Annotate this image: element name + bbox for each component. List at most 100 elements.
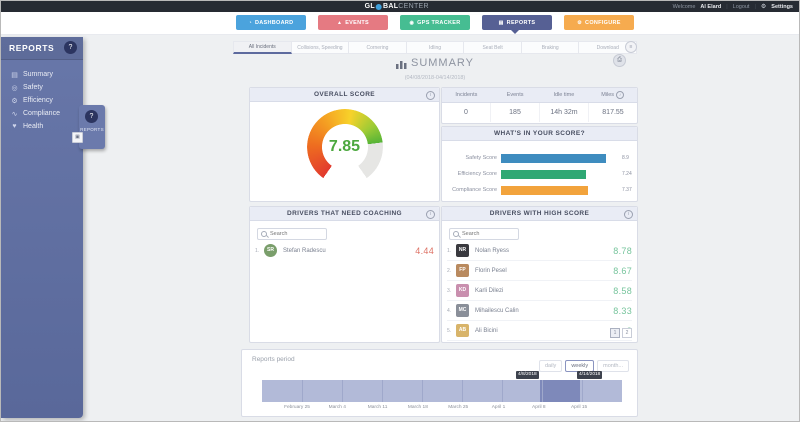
axis-label: April 15 — [570, 405, 588, 410]
coaching-card: DRIVERS THAT NEED COACHING i 1. SR Stefan … — [249, 206, 440, 343]
nav-buttons: ◔ DASHBOARD ▲ EVENTS ◉ GPS TRACKER ▤ REPORTS ⚙ CO… — [236, 15, 634, 30]
driver-score: 8.67 — [613, 265, 632, 276]
reports-period-card: Reports period daily weekly month... 4/8/2… — [241, 349, 638, 417]
bar-label: Efficiency Score — [457, 171, 497, 177]
info-icon[interactable]: i — [624, 210, 633, 219]
driver-index: 1. — [255, 247, 260, 254]
driver-row: 1. NR Nolan Ryess 8.78 — [447, 241, 632, 261]
tab-cornering[interactable]: Cornering — [349, 41, 407, 54]
warning-icon: ▲ — [336, 19, 343, 26]
sidebar-popout[interactable]: ? REPORTS ▣ — [72, 105, 105, 149]
timeline-axis: February 25 March 4 March 11 March 18 March … — [262, 405, 622, 413]
logo-text-pre: GL — [364, 3, 376, 10]
settings-link[interactable]: Settings — [771, 3, 793, 10]
print-button[interactable]: ⎙ — [613, 54, 626, 67]
axis-label: February 25 — [284, 405, 310, 410]
nav-button-dashboard[interactable]: ◔ DASHBOARD — [236, 15, 306, 30]
main-nav-bar: ◔ DASHBOARD ▲ EVENTS ◉ GPS TRACKER ▤ REPORTS ⚙ CO… — [1, 12, 799, 35]
selection-end-tooltip: 4/14/2018 — [577, 371, 603, 379]
search-icon — [261, 231, 267, 237]
info-icon[interactable]: i — [426, 210, 435, 219]
chart-icon: ▤ — [498, 19, 504, 26]
stats-card: Incidents Events Idle time Miles i 0 185 14h 3… — [441, 87, 638, 124]
info-icon[interactable]: i — [426, 91, 435, 100]
tab-seat-belt[interactable]: Seat Belt — [464, 41, 522, 54]
popout-label: REPORTS — [80, 127, 104, 132]
avatar: FP — [456, 264, 469, 277]
sidebar-item-label: Summary — [23, 71, 53, 78]
user-name[interactable]: Al Elard — [700, 3, 722, 10]
tab-collisions-speeding[interactable]: Collisions, Speeding — [291, 41, 350, 54]
timeline-gridline — [462, 380, 463, 402]
score-bar-row-compliance-score: Compliance Score 7.37 — [442, 182, 637, 198]
info-icon[interactable]: i — [616, 91, 625, 99]
tab-menu-button[interactable]: ≡ — [625, 41, 637, 53]
nav-button-gps-tracker[interactable]: ◉ GPS TRACKER — [400, 15, 470, 30]
stats-value-miles: 817.55 — [588, 103, 637, 122]
driver-row: 3. KD Karli Dilezi 8.58 — [447, 281, 632, 301]
driver-row: 1. SR Stefan Radescu 4.44 — [255, 241, 434, 260]
stats-header-row: Incidents Events Idle time Miles i — [442, 88, 637, 103]
bar-track — [501, 169, 619, 179]
driver-name[interactable]: Ali Bicini — [475, 327, 498, 334]
bar-value: 8.9 — [622, 155, 629, 161]
sidebar-help-icon[interactable]: ? — [64, 41, 77, 54]
page-button-2[interactable]: 2 — [622, 328, 632, 338]
tab-all-incidents[interactable]: All Incidents — [233, 41, 292, 54]
search-input[interactable] — [462, 231, 515, 237]
high-score-rows: 1. NR Nolan Ryess 8.78 2. FP Florin Pesel 8.67 3… — [447, 241, 632, 341]
nav-button-configure[interactable]: ⚙ CONFIGURE — [564, 15, 634, 30]
driver-index: 4. — [447, 307, 452, 314]
tab-idling[interactable]: Idling — [406, 41, 465, 54]
page-button-1[interactable]: 1 — [610, 328, 620, 338]
sidebar-item-health[interactable]: ♥ Health — [1, 120, 83, 133]
high-score-card: DRIVERS WITH HIGH SCORE i 1. NR Nolan Ryes… — [441, 206, 638, 343]
timeline-selection[interactable] — [540, 380, 580, 402]
driver-name[interactable]: Stefan Radescu — [283, 247, 326, 254]
bar-label: Safety Score — [465, 155, 498, 161]
bar-value: 7.24 — [622, 171, 632, 177]
tab-braking[interactable]: Braking — [521, 41, 580, 54]
sidebar-title: REPORTS — [9, 43, 55, 53]
sidebar-item-safety[interactable]: ◎ Safety — [1, 81, 83, 94]
report-tabs: All Incidents Collisions, Speeding Corneri… — [233, 41, 638, 54]
logout-link[interactable]: Logout — [732, 3, 750, 10]
summary-heading: SUMMARY (04/08/2018-04/14/2018) — [233, 56, 637, 81]
app-logo: GL BAL CENTER — [365, 1, 429, 12]
sidebar-item-efficiency[interactable]: ⚙ Efficiency — [1, 94, 83, 107]
search-input[interactable] — [270, 231, 323, 237]
driver-name[interactable]: Karli Dilezi — [475, 287, 504, 294]
pin-icon[interactable]: ▣ — [72, 132, 83, 143]
driver-score: 8.78 — [613, 245, 632, 256]
driver-name[interactable]: Mihailescu Calin — [475, 307, 519, 314]
card-header: DRIVERS THAT NEED COACHING i — [250, 207, 439, 221]
timeline-gridline — [542, 380, 543, 402]
period-button-month[interactable]: month... — [597, 360, 629, 372]
period-label: Reports period — [252, 356, 295, 363]
nav-button-events[interactable]: ▲ EVENTS — [318, 15, 388, 30]
driver-score: 4.44 — [415, 245, 434, 256]
gear-icon: ⚙ — [11, 97, 18, 105]
period-button-daily[interactable]: daily — [539, 360, 563, 372]
card-header: OVERALL SCORE i — [250, 88, 439, 102]
avatar: MC — [456, 304, 469, 317]
logo-text-mid: BAL — [383, 3, 399, 10]
popout-help-icon[interactable]: ? — [85, 110, 98, 123]
nav-label: CONFIGURE — [585, 19, 621, 26]
sidebar-item-compliance[interactable]: ∿ Compliance — [1, 107, 83, 120]
timeline[interactable]: 4/8/2018 4/14/2018 — [262, 371, 622, 402]
nav-label: DASHBOARD — [254, 19, 294, 26]
gear-icon: ⚙ — [760, 4, 767, 10]
driver-index: 2. — [447, 267, 452, 274]
sidebar-item-summary[interactable]: ▤ Summary — [1, 68, 83, 81]
shield-icon: ◎ — [11, 84, 18, 92]
nav-button-reports[interactable]: ▤ REPORTS — [482, 15, 552, 30]
sidebar-item-label: Health — [23, 123, 44, 130]
axis-label: March 25 — [448, 405, 469, 410]
gauge-ring — [306, 109, 383, 185]
driver-name[interactable]: Nolan Ryess — [475, 247, 510, 254]
avatar: SR — [264, 244, 277, 257]
driver-name[interactable]: Florin Pesel — [475, 267, 507, 274]
